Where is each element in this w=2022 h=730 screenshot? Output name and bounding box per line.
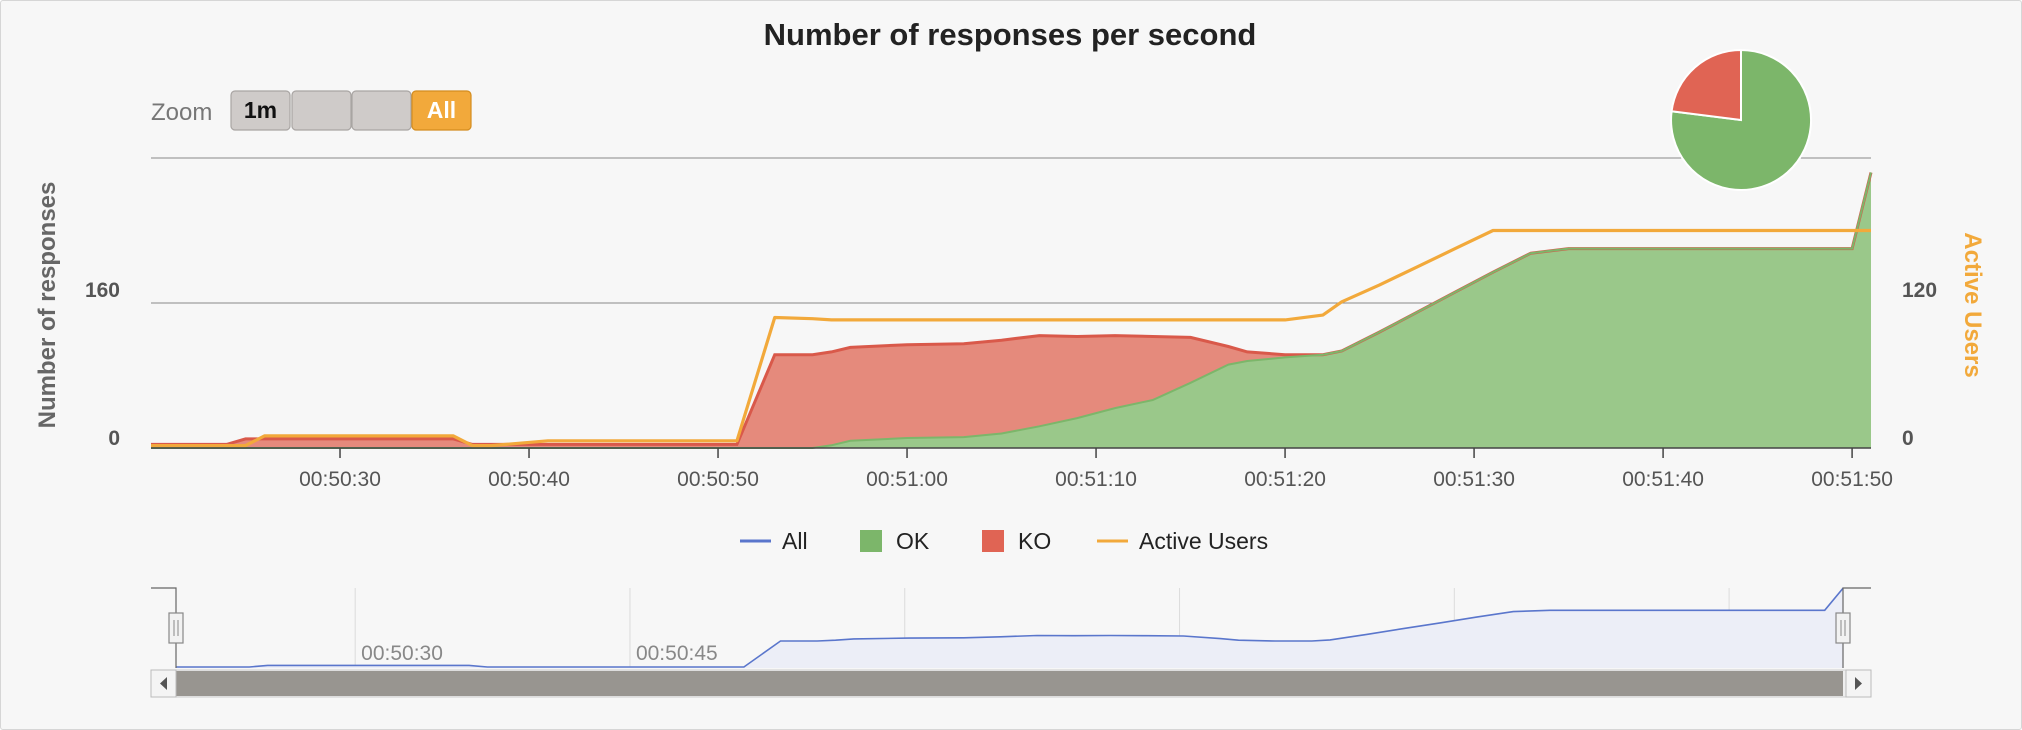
zoom-label: Zoom <box>151 99 212 126</box>
x-tick-label: 00:51:00 <box>866 468 948 491</box>
y2-tick-label: 0 <box>1902 427 1914 450</box>
ok-area <box>151 172 1871 448</box>
zoom-buttons: 1m All <box>230 90 472 131</box>
x-tick-label: 00:51:50 <box>1811 468 1893 491</box>
scroll-left-button[interactable] <box>150 669 177 698</box>
zoom-button-1m[interactable]: 1m <box>230 90 291 131</box>
legend-item-ko[interactable]: KO <box>982 528 1051 554</box>
x-axis: 00:50:30 00:50:40 00:50:50 00:51:00 00:51:10… <box>151 447 1893 491</box>
zoom-button-bg <box>291 90 352 131</box>
chart-title: Number of responses per second <box>764 17 1257 52</box>
x-tick-label: 00:50:50 <box>677 468 759 491</box>
legend[interactable]: All OK KO Active Users <box>740 528 1268 554</box>
scrollbar-thumb[interactable] <box>176 671 1843 696</box>
x-tick-label: 00:51:20 <box>1244 468 1326 491</box>
navigator-left-handle[interactable] <box>168 612 184 644</box>
navigator-tick-label: 00:50:45 <box>636 642 718 665</box>
zoom-button-bg <box>411 90 472 131</box>
x-tick-label: 00:50:30 <box>299 468 381 491</box>
zoom-controls: Zoom 1m All <box>151 90 472 131</box>
legend-item-all[interactable]: All <box>740 528 808 554</box>
zoom-button-bg <box>230 90 291 131</box>
legend-swatch <box>982 530 1004 552</box>
x-tick-label: 00:51:10 <box>1055 468 1137 491</box>
legend-label: Active Users <box>1139 528 1268 554</box>
active-users-line <box>151 228 1871 448</box>
legend-swatch <box>860 530 882 552</box>
scroll-right-button[interactable] <box>1845 669 1872 698</box>
zoom-button-blank-1[interactable] <box>291 90 352 131</box>
navigator-right-handle[interactable] <box>1835 612 1851 644</box>
plot-areas <box>151 172 1873 449</box>
pie-chart <box>1670 48 1813 191</box>
pie-slice-ko <box>1670 48 1742 122</box>
ko-area <box>151 172 1871 448</box>
y2-axis: 0 120 <box>1902 279 1937 450</box>
x-tick-label: 00:51:30 <box>1433 468 1515 491</box>
legend-item-ok[interactable]: OK <box>860 528 930 554</box>
x-tick-label: 00:50:40 <box>488 468 570 491</box>
y2-axis-title: Active Users <box>1959 232 1986 377</box>
zoom-button-label: All <box>427 97 456 123</box>
legend-label: KO <box>1018 528 1051 554</box>
navigator-scrollbar[interactable] <box>150 669 1872 698</box>
navigator-area <box>176 588 1843 668</box>
legend-label: All <box>782 528 808 554</box>
navigator-tick-label: 00:50:30 <box>361 642 443 665</box>
legend-label: OK <box>896 528 930 554</box>
legend-item-active-users[interactable]: Active Users <box>1097 528 1268 554</box>
navigator[interactable]: 00:50:3000:50:4500:51:0000:51:1500:51:30… <box>150 587 1872 698</box>
y-axis: 0 160 <box>85 279 120 450</box>
zoom-button-blank-2[interactable] <box>351 90 412 131</box>
zoom-button-bg <box>351 90 412 131</box>
x-tick-label: 00:51:40 <box>1622 468 1704 491</box>
zoom-button-label: 1m <box>244 97 277 123</box>
chevron-right-icon <box>1855 677 1862 690</box>
handle-box <box>1835 612 1851 644</box>
chevron-left-icon <box>160 677 167 690</box>
handle-box <box>168 612 184 644</box>
y-axis-title: Number of responses <box>34 182 61 429</box>
y-tick-label: 160 <box>85 279 120 302</box>
zoom-button-all[interactable]: All <box>411 90 472 131</box>
navigator-line <box>176 587 1844 668</box>
y2-tick-label: 120 <box>1902 279 1937 302</box>
y-tick-label: 0 <box>108 427 120 450</box>
